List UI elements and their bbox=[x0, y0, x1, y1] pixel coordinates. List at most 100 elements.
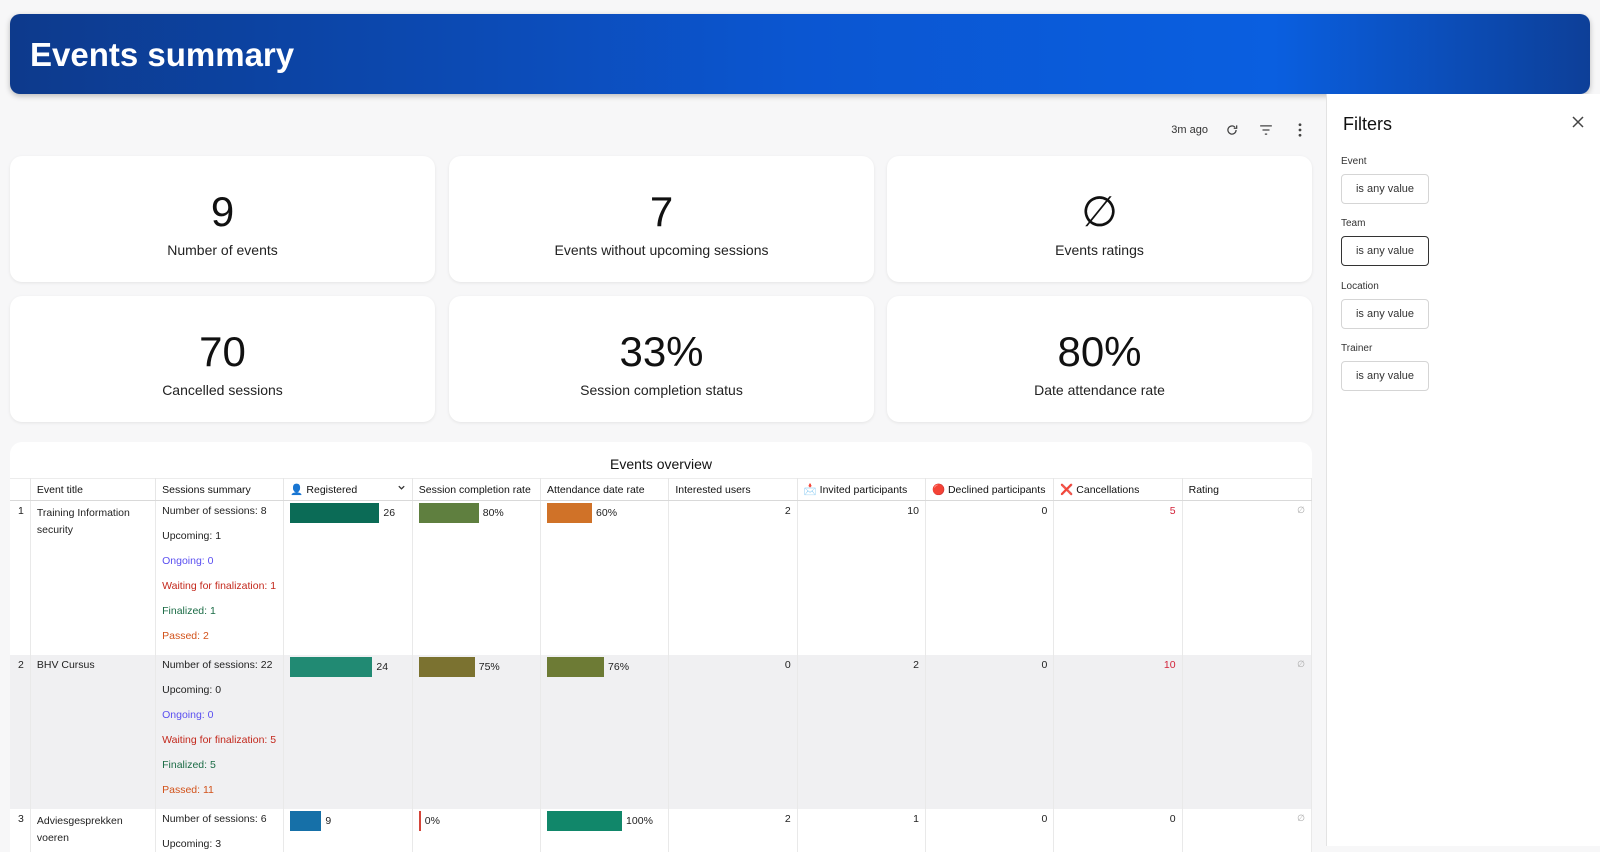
rating-cell: ∅ bbox=[1182, 809, 1312, 852]
attendance-bar bbox=[547, 503, 593, 523]
filter-event-button[interactable]: is any value bbox=[1341, 174, 1429, 204]
filter-team-button[interactable]: is any value bbox=[1341, 236, 1429, 266]
registered-cell: 26 bbox=[283, 500, 413, 655]
table-title: Events overview bbox=[610, 456, 712, 472]
cancellations-cell: 0 bbox=[1053, 809, 1183, 852]
summary-sessions: Number of sessions: 22 bbox=[162, 659, 273, 671]
attendance-cell: 76% bbox=[540, 655, 670, 809]
declined-cell: 0 bbox=[925, 500, 1055, 655]
event-title-cell: Training Information security bbox=[30, 500, 157, 655]
column-header-event-title[interactable]: Event title bbox=[30, 478, 157, 501]
filters-title: Filters bbox=[1343, 114, 1392, 134]
summary-finalized: Finalized: 5 bbox=[162, 759, 216, 771]
completion-value: 80% bbox=[482, 507, 504, 519]
kpi-label: Date attendance rate bbox=[1034, 382, 1165, 398]
kpi-value: ∅ bbox=[1081, 188, 1118, 235]
cancellations-cell: 10 bbox=[1053, 655, 1183, 809]
registered-header-label: 👤 Registered bbox=[290, 484, 358, 496]
event-title-cell: BHV Cursus bbox=[30, 655, 157, 809]
registered-value: 26 bbox=[383, 507, 396, 519]
events-overview-table: Event title Sessions summary 👤 Registere… bbox=[10, 478, 1312, 852]
table-row[interactable]: 3 Adviesgesprekken voeren Number of sess… bbox=[10, 809, 1312, 852]
column-header-rating[interactable]: Rating bbox=[1182, 478, 1312, 501]
registered-bar bbox=[290, 811, 322, 831]
kpi-card-date-attendance[interactable]: 80% Date attendance rate bbox=[887, 296, 1312, 422]
kpi-card-events-without-upcoming[interactable]: 7 Events without upcoming sessions bbox=[449, 156, 874, 282]
column-header-declined-participants[interactable]: 🔴 Declined participants bbox=[925, 478, 1055, 501]
attendance-value: 76% bbox=[608, 661, 630, 673]
summary-sessions: Number of sessions: 8 bbox=[162, 505, 267, 517]
row-number: 2 bbox=[10, 655, 31, 809]
summary-ongoing: Ongoing: 0 bbox=[162, 555, 214, 567]
filter-icon[interactable] bbox=[1256, 120, 1276, 140]
attendance-value: 60% bbox=[596, 507, 618, 519]
interested-cell: 2 bbox=[668, 500, 798, 655]
kpi-label: Events ratings bbox=[1055, 242, 1144, 258]
filter-trainer-button[interactable]: is any value bbox=[1341, 361, 1429, 391]
kpi-value: 33% bbox=[619, 328, 704, 375]
chevron-down-icon[interactable] bbox=[397, 483, 406, 495]
summary-ongoing: Ongoing: 0 bbox=[162, 709, 214, 721]
kpi-value: 70 bbox=[199, 328, 246, 375]
column-header-sessions-summary[interactable]: Sessions summary bbox=[155, 478, 285, 501]
column-header-cancellations[interactable]: ❌ Cancellations bbox=[1053, 478, 1183, 501]
more-options-icon[interactable] bbox=[1290, 120, 1310, 140]
page-title: Events summary bbox=[30, 36, 295, 73]
column-header-invited-participants[interactable]: 📩 Invited participants bbox=[797, 478, 926, 501]
completion-cell: 75% bbox=[412, 655, 542, 809]
filter-label: Event bbox=[1341, 156, 1367, 167]
filters-panel: Filters Event is any value Team is any v… bbox=[1326, 94, 1600, 846]
close-icon[interactable] bbox=[1572, 112, 1584, 133]
table-row[interactable]: 1 Training Information security Number o… bbox=[10, 500, 1312, 655]
interested-cell: 0 bbox=[668, 655, 798, 809]
registered-bar bbox=[290, 503, 380, 523]
declined-cell: 0 bbox=[925, 809, 1055, 852]
column-header-registered[interactable]: 👤 Registered bbox=[283, 478, 413, 501]
table-row[interactable]: 2 BHV Cursus Number of sessions: 22 Upco… bbox=[10, 655, 1312, 809]
column-header-completion-rate[interactable]: Session completion rate bbox=[412, 478, 542, 501]
completion-bar bbox=[418, 503, 479, 523]
filter-event: Event is any value bbox=[1341, 156, 1429, 204]
completion-cell: 80% bbox=[412, 500, 542, 655]
kpi-card-session-completion[interactable]: 33% Session completion status bbox=[449, 296, 874, 422]
kpi-label: Events without upcoming sessions bbox=[554, 242, 769, 258]
filter-team: Team is any value bbox=[1341, 218, 1429, 266]
sessions-summary-cell: Number of sessions: 6 Upcoming: 3 bbox=[155, 809, 285, 852]
attendance-bar bbox=[547, 811, 623, 831]
invited-cell: 1 bbox=[797, 809, 926, 852]
dashboard-toolbar: 3m ago bbox=[1171, 120, 1310, 140]
summary-passed: Passed: 11 bbox=[162, 784, 214, 796]
summary-passed: Passed: 2 bbox=[162, 630, 209, 642]
kpi-card-events-ratings[interactable]: ∅ Events ratings bbox=[887, 156, 1312, 282]
filter-trainer: Trainer is any value bbox=[1341, 343, 1429, 391]
kpi-card-number-of-events[interactable]: 9 Number of events bbox=[10, 156, 435, 282]
summary-upcoming: Upcoming: 3 bbox=[162, 838, 222, 850]
filter-label: Team bbox=[1341, 218, 1366, 229]
declined-cell: 0 bbox=[925, 655, 1055, 809]
summary-finalized: Finalized: 1 bbox=[162, 605, 216, 617]
registered-cell: 9 bbox=[283, 809, 413, 852]
column-header-interested-users[interactable]: Interested users bbox=[668, 478, 798, 501]
rating-cell: ∅ bbox=[1182, 655, 1312, 809]
row-number: 3 bbox=[10, 809, 31, 852]
column-header-attendance-rate[interactable]: Attendance date rate bbox=[540, 478, 670, 501]
sessions-summary-cell: Number of sessions: 22 Upcoming: 0 Ongoi… bbox=[155, 655, 285, 809]
kpi-card-cancelled-sessions[interactable]: 70 Cancelled sessions bbox=[10, 296, 435, 422]
completion-value: 0% bbox=[424, 815, 440, 827]
registered-bar bbox=[290, 657, 373, 677]
kpi-value: 9 bbox=[210, 188, 235, 235]
kpi-value: 80% bbox=[1057, 328, 1142, 375]
filter-label: Location bbox=[1341, 281, 1379, 292]
filter-location-button[interactable]: is any value bbox=[1341, 299, 1429, 329]
summary-sessions: Number of sessions: 6 bbox=[162, 813, 267, 825]
last-updated-text: 3m ago bbox=[1171, 124, 1208, 136]
rating-cell: ∅ bbox=[1182, 500, 1312, 655]
kpi-label: Number of events bbox=[167, 242, 278, 258]
refresh-icon[interactable] bbox=[1222, 120, 1242, 140]
summary-waiting: Waiting for finalization: 5 bbox=[162, 734, 277, 746]
filter-location: Location is any value bbox=[1341, 281, 1429, 329]
interested-cell: 2 bbox=[668, 809, 798, 852]
table-header-row: Event title Sessions summary 👤 Registere… bbox=[10, 478, 1312, 501]
dashboard-main: 3m ago 9 Number of events 7 Events witho… bbox=[0, 94, 1326, 852]
attendance-cell: 100% bbox=[540, 809, 670, 852]
